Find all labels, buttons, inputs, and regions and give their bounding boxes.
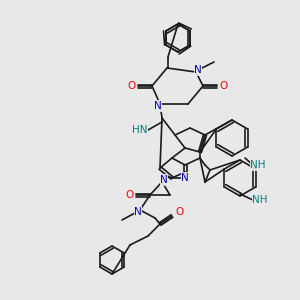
Text: N: N	[181, 173, 189, 183]
Text: O: O	[125, 190, 133, 200]
Text: N: N	[134, 207, 142, 217]
Text: O: O	[219, 81, 227, 91]
Text: HN: HN	[132, 125, 148, 135]
Text: N: N	[194, 65, 202, 75]
Text: O: O	[128, 81, 136, 91]
Text: N: N	[154, 101, 162, 111]
Text: NH: NH	[250, 160, 266, 170]
Text: N: N	[160, 175, 168, 185]
Text: O: O	[176, 207, 184, 217]
Text: NH: NH	[252, 195, 268, 205]
